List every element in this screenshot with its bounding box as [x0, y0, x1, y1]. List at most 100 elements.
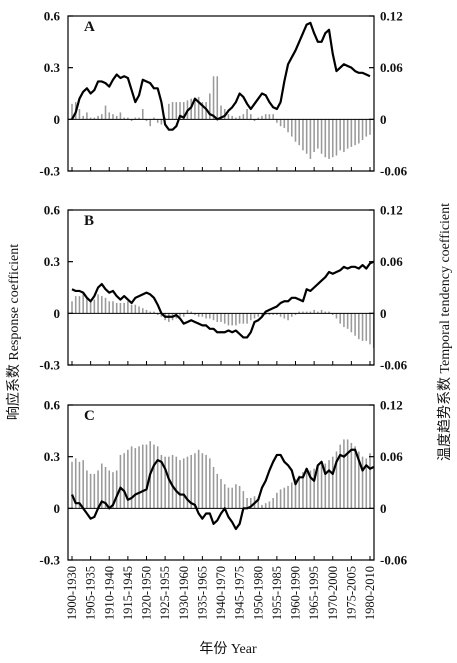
tendency-bar — [302, 472, 304, 509]
tendency-bar — [257, 313, 260, 317]
x-tick-label: 1950-1980 — [251, 566, 265, 620]
tendency-bar — [294, 479, 297, 509]
tendency-bar — [186, 456, 189, 509]
tendency-bar — [104, 467, 107, 509]
tendency-bar — [238, 115, 241, 120]
tendency-bar — [276, 492, 278, 509]
tendency-bar — [324, 311, 327, 314]
tendency-bar — [220, 105, 222, 120]
tendency-bar — [279, 313, 282, 317]
tendency-bar — [279, 489, 282, 509]
tendency-bar — [138, 117, 140, 120]
tendency-bar — [197, 96, 200, 120]
tendency-bar — [201, 102, 204, 120]
tendency-bar — [287, 119, 289, 133]
tendency-bar — [272, 313, 274, 316]
left-y-axis-title: 响应系数 Response coefficient — [5, 244, 22, 420]
tendency-bar — [290, 119, 293, 137]
tendency-bar — [186, 309, 189, 314]
tendency-bar — [320, 309, 323, 314]
tendency-bar — [261, 115, 263, 120]
tendency-bar — [283, 119, 286, 128]
tendency-bar — [227, 487, 230, 509]
tendency-bar — [309, 119, 312, 159]
tendency-bar — [160, 454, 163, 509]
tendency-bar — [250, 313, 252, 321]
tendency-bar — [305, 470, 308, 509]
tendency-bar — [153, 117, 155, 120]
tendency-bar — [108, 112, 111, 120]
tendency-bar — [108, 470, 111, 509]
tendency-bar — [354, 313, 356, 336]
tendency-bar — [246, 498, 248, 509]
x-tick-label: 1910-1940 — [102, 566, 116, 620]
tendency-bar — [335, 451, 338, 509]
tendency-bar — [328, 460, 330, 509]
tendency-bar — [130, 304, 133, 314]
tendency-bar — [298, 119, 300, 146]
tendency-bar — [108, 301, 111, 314]
tendency-bar — [134, 304, 137, 314]
tendency-bar — [305, 119, 308, 154]
x-tick-label: 1970-2000 — [326, 566, 340, 620]
tendency-bar — [324, 463, 327, 509]
tendency-bar — [365, 313, 368, 341]
tendency-bar — [238, 485, 241, 509]
right-y-tick-label: 0 — [380, 306, 387, 321]
tendency-bar — [328, 311, 330, 314]
tendency-bar — [71, 103, 73, 120]
tendency-bar — [320, 465, 323, 509]
tendency-bar — [209, 93, 211, 120]
x-tick-label: 1955-1985 — [270, 566, 284, 620]
tendency-bar — [93, 299, 96, 314]
response-line — [71, 260, 375, 339]
left-y-tick-label: 0.3 — [44, 449, 61, 464]
tendency-bar — [231, 487, 233, 509]
x-tick-label: 1960-1990 — [289, 566, 303, 620]
tendency-bar — [82, 294, 84, 314]
tendency-bar — [134, 448, 137, 509]
right-y-tick-label: 0.12 — [380, 203, 403, 218]
tendency-bar — [264, 503, 267, 509]
tendency-bar — [346, 119, 349, 149]
tendency-bar — [369, 313, 371, 345]
panel-label: A — [84, 19, 95, 35]
tendency-bar — [101, 463, 103, 509]
tendency-bar — [130, 446, 133, 509]
tendency-bar — [339, 119, 341, 151]
tendency-bar — [156, 119, 159, 123]
tendency-bar — [134, 117, 137, 120]
tendency-bar — [194, 98, 196, 120]
tendency-bar — [201, 313, 204, 317]
tendency-bar — [231, 115, 233, 120]
tendency-bar — [328, 119, 330, 159]
tendency-bar — [223, 313, 226, 324]
tendency-bar — [246, 313, 248, 324]
tendency-bar — [272, 498, 274, 509]
tendency-bar — [123, 453, 125, 509]
tendency-bar — [235, 117, 237, 120]
tendency-bar — [71, 301, 73, 314]
response-line — [71, 21, 371, 131]
tendency-bar — [149, 119, 151, 127]
tendency-bar — [112, 301, 114, 314]
tendency-bar — [309, 311, 312, 314]
tendency-bar — [283, 487, 286, 509]
left-y-tick-label: -0.3 — [39, 358, 60, 373]
tendency-bar — [115, 303, 118, 314]
tendency-bar — [127, 117, 129, 120]
tendency-bar — [86, 297, 88, 314]
tendency-bar — [123, 303, 125, 314]
x-tick-label: 1930-1960 — [177, 566, 191, 620]
tendency-bar — [331, 313, 334, 316]
tendency-bar — [190, 98, 192, 120]
panel-b: 0.6 0.3 0 -0.3 0.12 0.06 0 -0.06 B — [39, 203, 407, 373]
x-tick-label: 1975-2005 — [344, 566, 358, 620]
tendency-bar — [179, 102, 181, 120]
tendency-bar — [119, 454, 122, 509]
response-line — [70, 448, 375, 531]
tendency-bar — [153, 311, 155, 314]
panel-label: B — [84, 213, 94, 229]
tendency-bar — [276, 119, 278, 123]
tendency-bar — [242, 313, 245, 324]
